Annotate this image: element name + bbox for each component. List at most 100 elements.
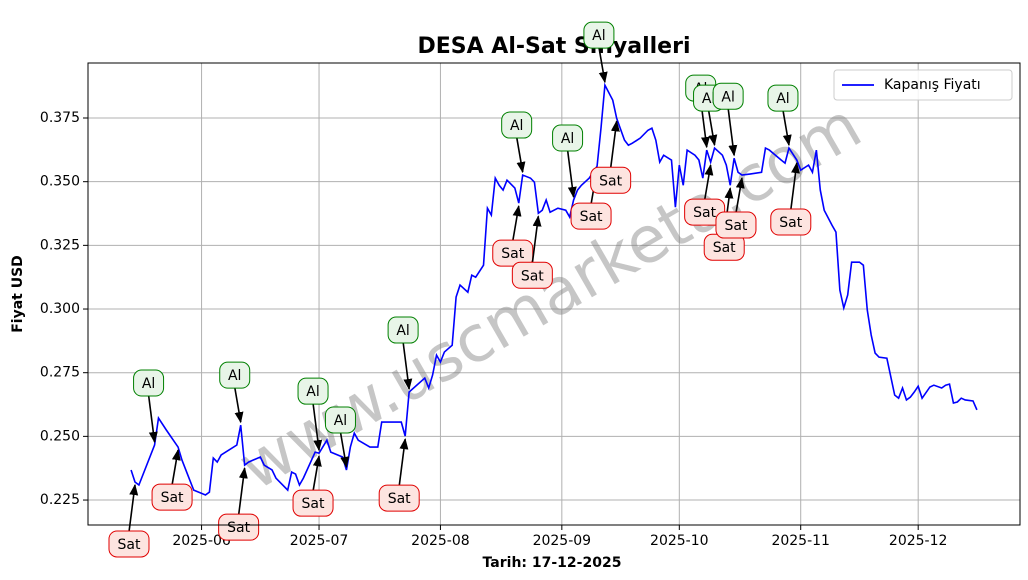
signal-annotation: Sat — [715, 176, 757, 239]
annotation-arrow — [312, 403, 323, 452]
annotation-label: Sat — [724, 218, 747, 234]
annotation-label: Al — [510, 118, 523, 134]
annotation-arrow — [233, 387, 244, 424]
annotation-label: Sat — [713, 240, 736, 256]
legend-box — [833, 69, 1013, 101]
signal-annotation: Sat — [590, 120, 632, 194]
annotation-box — [767, 84, 799, 112]
annotation-arrow — [237, 467, 248, 516]
signal-annotation: Sat — [570, 168, 612, 230]
annotation-arrow — [339, 431, 350, 469]
annotation-label: Al — [142, 376, 155, 392]
signal-annotation: Al — [583, 21, 615, 84]
annotation-box — [324, 406, 356, 434]
annotation-arrow — [531, 215, 542, 264]
signal-annotation: Al — [712, 82, 744, 157]
y-axis-label: Fiyat USD — [10, 255, 26, 333]
legend-label: Kapanış Fiyatı — [884, 77, 981, 93]
annotation-arrow — [735, 176, 745, 214]
signal-annotation: Sat — [770, 161, 812, 236]
signal-annotation: Al — [767, 84, 799, 147]
annotation-arrow — [402, 341, 413, 391]
x-tick-label: 2025-08 — [411, 533, 470, 549]
annotation-label: Al — [721, 89, 734, 105]
annotation-box — [511, 261, 553, 289]
annotation-box — [570, 202, 612, 230]
signal-annotation: Sat — [684, 163, 726, 226]
signal-annotation: Al — [501, 111, 533, 174]
annotation-label: Al — [396, 323, 409, 339]
annotation-label: Sat — [227, 520, 250, 536]
y-tick-label: 0.375 — [40, 110, 80, 126]
annotation-box — [387, 316, 419, 344]
annotation-label: Sat — [779, 215, 802, 231]
y-tick-label: 0.350 — [40, 174, 80, 190]
annotation-arrow — [707, 109, 718, 147]
annotation-label: Sat — [302, 496, 325, 512]
y-tick-label: 0.225 — [40, 492, 80, 508]
annotation-arrow — [171, 448, 181, 486]
annotation-arrow — [398, 438, 409, 487]
annotation-box — [151, 483, 193, 511]
signal-annotation: Al — [219, 361, 251, 424]
signal-annotation: Sat — [218, 467, 260, 541]
signal-annotation: Sat — [378, 438, 420, 512]
signal-annotation: Al — [297, 377, 329, 452]
annotation-box — [590, 166, 632, 194]
annotation-label: Sat — [161, 490, 184, 506]
plot-frame — [87, 62, 1021, 526]
annotation-box — [297, 377, 329, 405]
annotation-arrow — [511, 204, 522, 242]
annotation-box — [770, 208, 812, 236]
x-axis-label: Tarih: 17-12-2025 — [483, 555, 622, 571]
signal-annotation: Al — [133, 369, 165, 444]
annotation-label: Al — [306, 384, 319, 400]
annotation-label: Sat — [599, 173, 622, 189]
annotation-label: Al — [592, 28, 605, 44]
annotation-label: Sat — [580, 209, 603, 225]
annotation-label: Al — [334, 413, 347, 429]
y-tick-label: 0.275 — [40, 365, 80, 381]
signal-annotation: Sat — [151, 448, 193, 511]
x-tick-label: 2025-11 — [771, 533, 830, 549]
annotation-box — [219, 361, 251, 389]
signal-annotation: Sat — [511, 215, 553, 289]
annotation-arrow — [727, 108, 738, 157]
annotation-arrow — [128, 483, 139, 533]
annotation-label: Sat — [501, 246, 524, 262]
annotation-label: Sat — [521, 268, 544, 284]
chart-title: DESA Al-Sat Sinyalleri — [417, 34, 690, 59]
annotation-label: Sat — [118, 537, 141, 553]
annotation-box — [492, 239, 534, 267]
annotation-label: Al — [702, 91, 715, 107]
price-line — [130, 82, 978, 496]
annotation-label: Al — [228, 368, 241, 384]
annotation-arrow — [789, 161, 800, 211]
signal-annotation: Al — [552, 124, 584, 199]
annotation-arrow — [609, 120, 620, 169]
annotation-box — [712, 82, 744, 110]
annotation-box — [583, 21, 615, 49]
annotation-box — [715, 211, 757, 239]
signal-annotation: Sat — [292, 455, 334, 517]
signal-annotation: Sat — [492, 204, 534, 267]
x-tick-label: 2025-12 — [889, 533, 948, 549]
annotation-label: Sat — [693, 205, 716, 221]
x-tick-label: 2025-07 — [290, 533, 349, 549]
annotation-label: Al — [561, 131, 574, 147]
x-tick-label: 2025-10 — [650, 533, 709, 549]
annotation-arrow — [598, 47, 608, 84]
y-tick-label: 0.325 — [40, 237, 80, 253]
annotation-box — [378, 484, 420, 512]
x-tick-label: 2025-09 — [533, 533, 592, 549]
x-tick-label: 2025-06 — [172, 533, 231, 549]
annotation-box — [292, 489, 334, 517]
annotation-arrow — [147, 394, 158, 444]
annotation-label: Sat — [388, 491, 411, 507]
annotation-box — [108, 530, 150, 558]
annotation-box — [133, 369, 165, 397]
annotation-label: Al — [776, 91, 789, 107]
annotation-arrow — [703, 163, 714, 201]
annotation-arrow — [312, 455, 322, 492]
